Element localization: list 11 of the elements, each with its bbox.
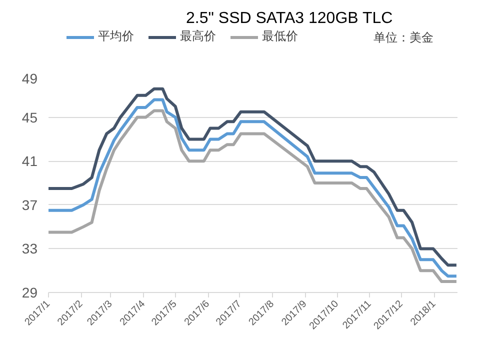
text: 单位：美金 bbox=[374, 30, 434, 44]
legend-label: 平均价 bbox=[98, 28, 134, 45]
legend-label: 最低价 bbox=[262, 28, 298, 45]
legend-label: 最高价 bbox=[180, 28, 216, 45]
y-tick-label: 29 bbox=[22, 284, 38, 300]
y-tick-label: 45 bbox=[22, 109, 38, 126]
y-tick-label: 33 bbox=[22, 240, 38, 257]
y-tick-label: 37 bbox=[22, 196, 38, 213]
y-tick-label: 41 bbox=[22, 153, 38, 170]
chart-title: 2.5" SSD SATA3 120GB TLC bbox=[186, 10, 393, 27]
y-tick-label: 49 bbox=[22, 70, 38, 86]
